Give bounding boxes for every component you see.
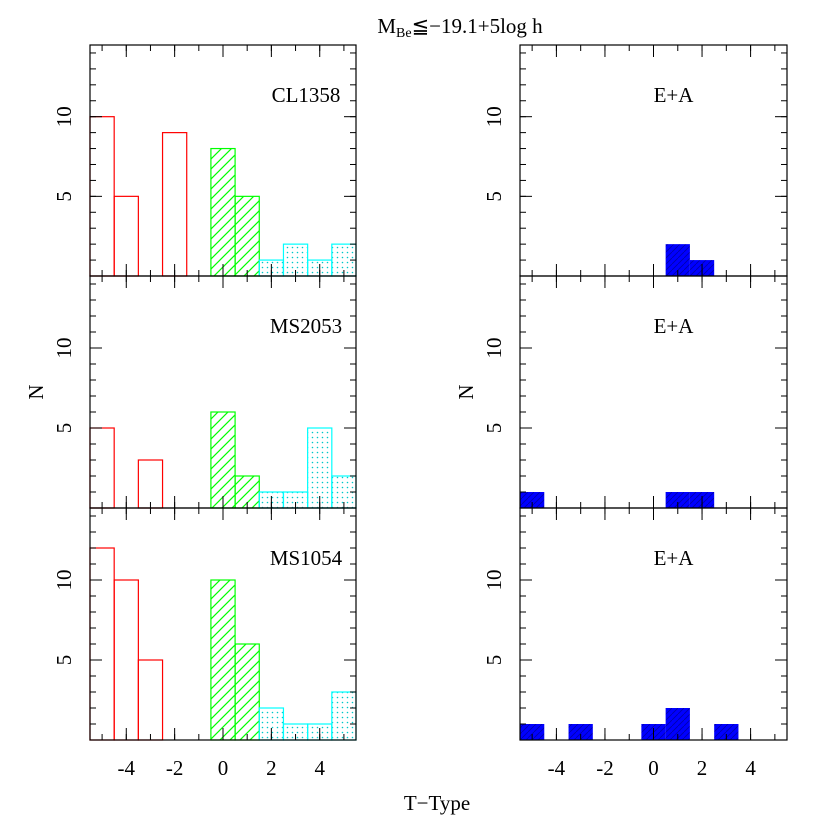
x-tick-label: 0 [648,756,659,780]
y-tick-label: 10 [482,338,506,359]
y-tick-label: 5 [52,423,76,434]
panel-frame [519,44,788,277]
histogram-bar [520,724,545,740]
y-axis-label: N [24,384,48,399]
histogram-bar [210,579,236,741]
histogram-bar [161,132,188,277]
y-tick-label: 10 [482,570,506,591]
y-tick-label: 10 [52,570,76,591]
histogram-bar [89,427,115,509]
histogram-bar [331,691,357,741]
x-tick-label: 4 [745,756,756,780]
histogram-bar [234,195,260,277]
x-axis-label: T−Type [404,791,470,815]
histogram-bar [568,724,593,740]
histogram-bar [210,147,236,277]
y-tick-label: 10 [482,106,506,127]
panel-label: E+A [654,314,695,338]
histogram-bar [307,427,333,509]
title-main: M [377,14,396,38]
panel-label: E+A [654,83,695,107]
histogram-bar [714,724,739,740]
panel-label: MS1054 [270,546,343,570]
histogram-bar [234,643,260,741]
histogram-bar [137,459,164,509]
histogram-bar [113,579,139,741]
panel-frame [519,507,788,741]
x-tick-label: 4 [314,756,325,780]
histogram-bar [210,411,236,509]
y-tick-label: 5 [52,655,76,666]
y-tick-label: 5 [482,423,506,434]
histogram-bar [137,659,164,741]
x-tick-label: -4 [118,756,136,780]
panel-label: MS2053 [270,314,342,338]
title-sub: Be [396,26,412,41]
y-axis-label: N [454,384,478,399]
x-tick-label: -2 [166,756,184,780]
x-tick-label: -2 [596,756,614,780]
title-rest: ≦−19.1+5log h [412,14,544,38]
y-tick-label: 5 [482,655,506,666]
panel-frame [519,275,788,509]
panel-label: CL1358 [272,83,341,107]
histogram-bar [520,492,545,508]
chart-title: MBe≦−19.1+5log h [377,14,543,41]
y-tick-label: 5 [52,191,76,202]
y-tick-label: 5 [482,191,506,202]
x-tick-label: 2 [697,756,708,780]
x-tick-label: -4 [548,756,566,780]
x-tick-label: 0 [218,756,229,780]
y-tick-label: 10 [52,106,76,127]
x-tick-label: 2 [266,756,277,780]
y-tick-label: 10 [52,338,76,359]
histogram-bar [665,492,690,508]
panel-label: E+A [654,546,695,570]
